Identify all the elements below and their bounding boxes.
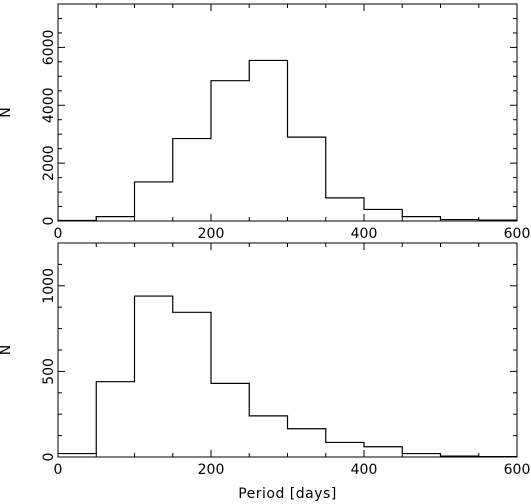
histogram-bar — [249, 416, 287, 457]
x-tick-label: 400 — [351, 226, 378, 242]
histogram-bar — [402, 217, 440, 221]
histogram-bar — [135, 182, 173, 221]
y-tick-label: 0 — [41, 453, 57, 462]
x-tick-label: 600 — [504, 462, 531, 478]
x-tick-label: 200 — [198, 462, 225, 478]
x-tick-label: 200 — [198, 226, 225, 242]
y-tick-label: 1000 — [41, 268, 57, 304]
histogram-panel-1: 02004006000200040006000N — [0, 3, 531, 242]
y-tick-label: 6000 — [41, 30, 57, 66]
histogram-panel-2: 0 200 400 600 0 500 1000 N Period [days] — [0, 242, 531, 502]
y-axis-label: N — [0, 345, 14, 355]
histogram-bar — [364, 447, 402, 457]
x-tick-label: 0 — [54, 226, 63, 242]
histogram-bar — [326, 198, 364, 221]
x-axis-label: Period [days] — [238, 486, 337, 502]
histogram-outline — [58, 295, 517, 458]
y-axis-label: N — [0, 107, 14, 117]
histogram-bar — [173, 139, 211, 221]
y-tick-label: 4000 — [41, 87, 57, 123]
y-tick-label: 2000 — [41, 145, 57, 181]
histogram-bar — [288, 429, 326, 457]
y-tick-label: 500 — [41, 358, 57, 385]
histogram-bar — [135, 296, 173, 457]
histogram-bar — [96, 217, 134, 221]
histogram-bar — [173, 312, 211, 457]
x-tick-label: 400 — [351, 462, 378, 478]
histogram-outline — [58, 59, 517, 222]
histogram-bar — [364, 209, 402, 221]
histogram-bar — [96, 382, 134, 457]
x-tick-label: 600 — [504, 226, 531, 242]
histogram-bar — [211, 81, 249, 221]
y-tick-label: 0 — [41, 217, 57, 226]
histogram-bar — [326, 442, 364, 457]
histogram-bar — [211, 383, 249, 457]
x-tick-label: 0 — [54, 462, 63, 478]
histogram-bar — [288, 137, 326, 221]
histogram-bar — [249, 60, 287, 221]
